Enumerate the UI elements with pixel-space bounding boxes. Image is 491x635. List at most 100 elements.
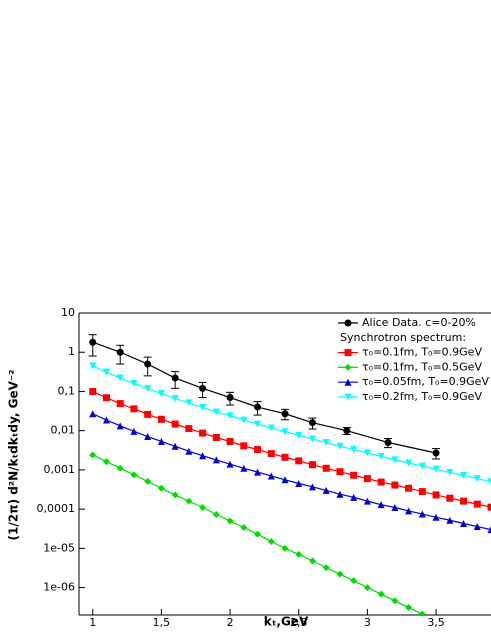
marker	[295, 480, 303, 488]
marker	[418, 510, 426, 518]
marker	[116, 374, 124, 382]
marker	[308, 419, 316, 427]
y-tick-label: 0,01	[51, 424, 76, 437]
marker	[391, 456, 399, 464]
marker	[322, 564, 330, 572]
marker	[171, 395, 179, 403]
marker	[377, 478, 385, 486]
legend-heading: Synchrotron spectrum:	[340, 331, 466, 344]
marker	[157, 415, 165, 423]
legend-label: τ₀=0.1fm, T₀=0.9GeV	[362, 346, 482, 359]
marker	[308, 435, 316, 443]
marker	[350, 471, 358, 479]
marker	[185, 447, 193, 455]
marker	[322, 486, 330, 494]
marker	[344, 349, 352, 357]
marker	[267, 537, 275, 545]
marker	[212, 408, 220, 416]
marker	[322, 438, 330, 446]
marker	[130, 471, 138, 479]
marker	[344, 378, 352, 386]
x-tick-label: 2,5	[290, 616, 308, 629]
marker	[460, 497, 468, 505]
marker	[446, 468, 454, 476]
marker	[336, 490, 344, 498]
marker	[350, 493, 358, 501]
marker	[308, 483, 316, 491]
marker	[144, 433, 152, 441]
marker	[212, 456, 220, 464]
marker	[405, 507, 413, 515]
marker	[377, 452, 385, 460]
marker	[363, 475, 371, 483]
marker	[116, 348, 124, 356]
marker	[144, 410, 152, 418]
marker	[130, 405, 138, 413]
marker	[144, 477, 152, 485]
marker	[281, 410, 289, 418]
marker	[157, 484, 165, 492]
series-line	[92, 413, 491, 531]
x-axis-label: kₜ,GeV	[264, 615, 309, 629]
marker	[336, 442, 344, 450]
marker	[384, 438, 392, 446]
marker	[344, 319, 352, 327]
marker	[295, 457, 303, 465]
marker	[432, 465, 440, 473]
marker	[267, 450, 275, 458]
marker	[391, 504, 399, 512]
x-tick-label: 2	[227, 616, 234, 629]
marker	[144, 385, 152, 393]
marker	[487, 478, 491, 486]
marker	[226, 437, 234, 445]
series-line	[92, 365, 491, 483]
marker	[487, 503, 491, 511]
marker	[322, 464, 330, 472]
marker	[446, 494, 454, 502]
y-tick-label: 1e-06	[43, 581, 75, 594]
marker	[460, 472, 468, 480]
y-tick-label: 0,0001	[37, 502, 76, 515]
series-line	[92, 341, 437, 454]
marker	[89, 338, 97, 346]
marker	[473, 475, 481, 483]
y-tick-label: 0,001	[44, 463, 76, 476]
marker	[254, 530, 262, 538]
marker	[487, 526, 491, 534]
marker	[102, 368, 110, 376]
x-tick-label: 1	[89, 616, 96, 629]
marker	[171, 420, 179, 428]
marker	[460, 520, 468, 528]
marker	[391, 481, 399, 489]
marker	[116, 422, 124, 430]
marker	[89, 362, 97, 370]
marker	[185, 497, 193, 505]
plot-area	[88, 334, 491, 615]
y-axis-label: (1/2π) d²N/kₜdkₜdy, GeV⁻²	[7, 370, 21, 541]
marker	[363, 584, 371, 592]
marker	[308, 557, 316, 565]
marker	[336, 468, 344, 476]
marker	[157, 437, 165, 445]
marker	[226, 517, 234, 525]
marker	[157, 390, 165, 398]
marker	[171, 374, 179, 382]
marker	[89, 410, 97, 418]
marker	[377, 501, 385, 509]
marker	[344, 363, 352, 371]
marker	[344, 393, 352, 401]
marker	[199, 452, 207, 460]
marker	[336, 570, 344, 578]
legend-label: τ₀=0.05fm, T₀=0.9GeV	[362, 375, 489, 388]
marker	[102, 394, 110, 402]
marker	[199, 403, 207, 411]
marker	[377, 590, 385, 598]
series-line	[92, 390, 491, 508]
marker	[254, 403, 262, 411]
marker	[405, 484, 413, 492]
marker	[418, 488, 426, 496]
marker	[226, 412, 234, 420]
legend-label: Alice Data. c=0-20%	[362, 316, 476, 329]
marker	[254, 420, 262, 428]
y-tick-label: 10	[61, 306, 75, 319]
